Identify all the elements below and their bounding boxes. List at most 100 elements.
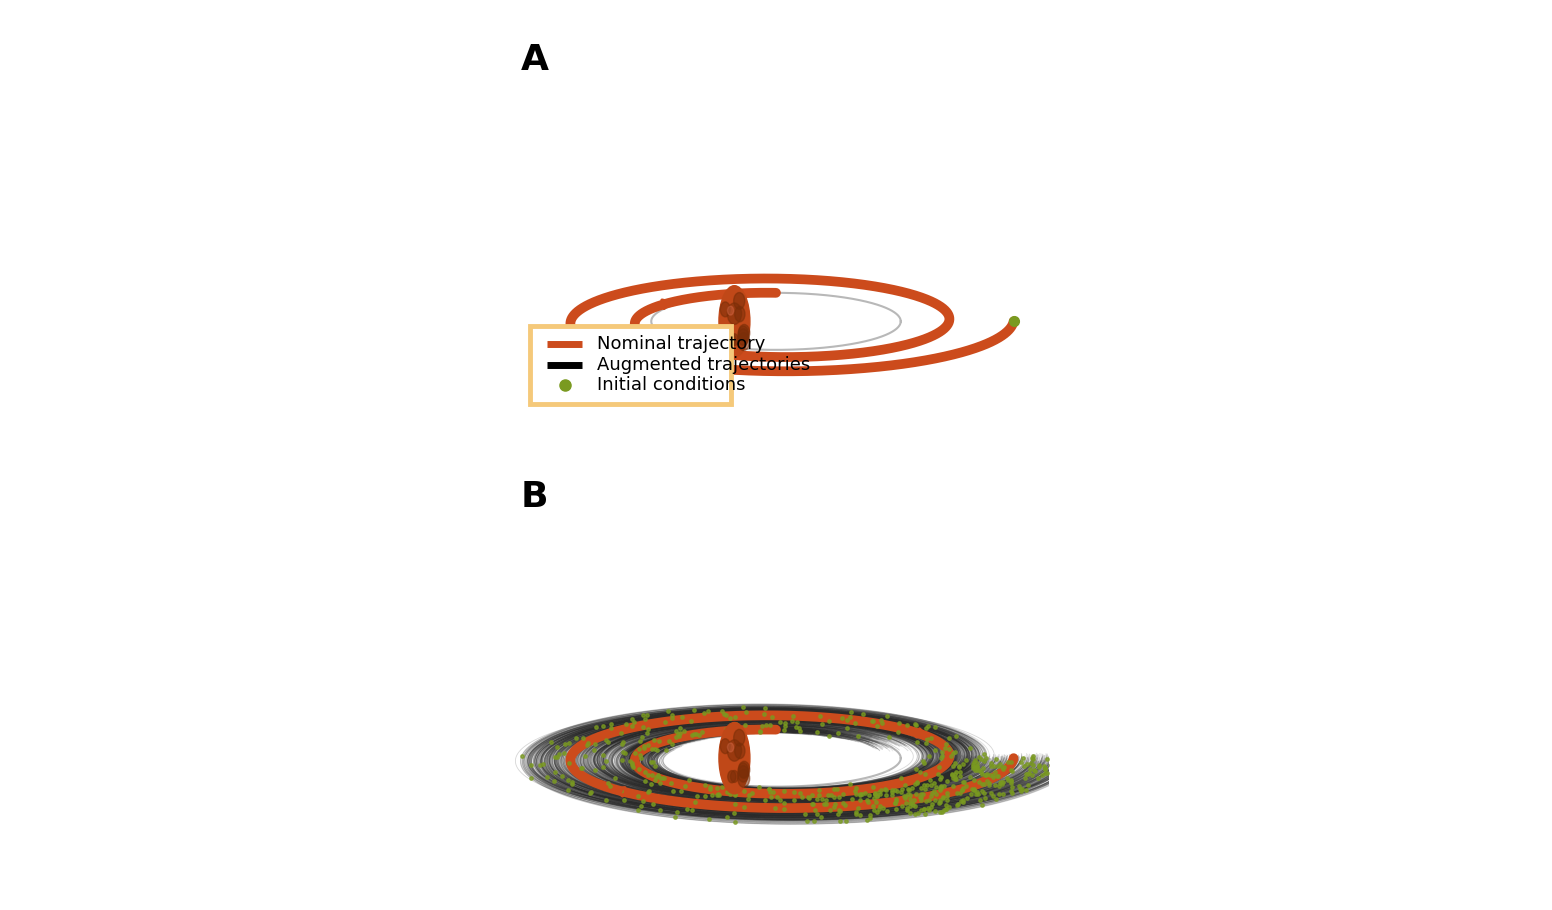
- Point: [987, 757, 1012, 772]
- Ellipse shape: [728, 743, 740, 773]
- Point: [635, 784, 660, 799]
- Point: [792, 806, 816, 821]
- Point: [545, 740, 570, 754]
- Point: [644, 770, 669, 784]
- Point: [773, 718, 798, 733]
- Point: [913, 721, 937, 735]
- Point: [947, 759, 972, 774]
- Point: [844, 807, 869, 822]
- Point: [784, 720, 809, 734]
- Point: [723, 780, 748, 794]
- Point: [804, 792, 829, 806]
- Point: [941, 771, 965, 785]
- Point: [549, 769, 574, 784]
- Ellipse shape: [725, 737, 743, 780]
- Point: [989, 776, 1013, 791]
- Point: [722, 788, 747, 803]
- Point: [944, 772, 968, 786]
- Point: [629, 729, 653, 743]
- Point: [990, 762, 1015, 776]
- Point: [807, 783, 832, 797]
- Point: [880, 784, 905, 799]
- Point: [771, 802, 796, 816]
- Point: [672, 778, 697, 793]
- Point: [902, 799, 927, 814]
- Point: [611, 794, 636, 808]
- Point: [958, 787, 982, 802]
- Point: [715, 723, 740, 738]
- Point: [961, 759, 986, 774]
- Point: [967, 763, 992, 777]
- Point: [826, 725, 850, 740]
- Point: [723, 787, 748, 802]
- Point: [838, 776, 863, 791]
- Point: [543, 749, 568, 763]
- Point: [723, 716, 748, 731]
- Point: [646, 743, 670, 757]
- Point: [937, 742, 962, 756]
- Point: [610, 745, 635, 760]
- Point: [546, 746, 571, 761]
- Point: [1013, 783, 1038, 797]
- Point: [819, 788, 844, 803]
- Point: [990, 759, 1015, 774]
- Point: [897, 792, 922, 806]
- Point: [872, 782, 897, 796]
- Point: [1031, 758, 1055, 773]
- Point: [864, 789, 889, 804]
- Point: [903, 717, 928, 732]
- Point: [647, 770, 672, 784]
- Ellipse shape: [731, 751, 737, 765]
- Point: [911, 753, 936, 768]
- Point: [933, 741, 958, 755]
- Point: [686, 728, 711, 743]
- FancyBboxPatch shape: [531, 326, 731, 404]
- Point: [629, 799, 653, 814]
- Point: [833, 798, 858, 813]
- Point: [733, 718, 757, 733]
- Point: [868, 713, 892, 727]
- Point: [809, 810, 833, 824]
- Point: [933, 802, 958, 816]
- Point: [629, 751, 653, 765]
- Point: [1010, 751, 1035, 765]
- Point: [861, 791, 886, 805]
- Point: [684, 789, 709, 804]
- Point: [801, 814, 826, 829]
- Point: [591, 760, 616, 774]
- Point: [998, 763, 1023, 777]
- Point: [909, 803, 934, 817]
- Point: [906, 805, 931, 820]
- Point: [968, 765, 993, 780]
- Point: [829, 711, 854, 725]
- Point: [1020, 749, 1044, 763]
- Point: [975, 768, 999, 783]
- Point: [619, 719, 644, 733]
- Point: [635, 708, 660, 723]
- Point: [947, 769, 972, 784]
- Ellipse shape: [729, 745, 740, 771]
- Point: [534, 770, 559, 784]
- Point: [888, 771, 913, 785]
- Point: [714, 722, 739, 736]
- Point: [998, 784, 1023, 799]
- Point: [978, 785, 1003, 800]
- Point: [706, 786, 731, 801]
- Point: [936, 731, 961, 745]
- Ellipse shape: [733, 753, 737, 763]
- Point: [866, 784, 891, 799]
- Point: [829, 814, 854, 828]
- Point: [663, 723, 688, 738]
- Ellipse shape: [726, 741, 742, 776]
- Point: [813, 793, 838, 807]
- Point: [821, 789, 846, 804]
- Point: [905, 762, 930, 776]
- Ellipse shape: [739, 763, 748, 778]
- Point: [712, 707, 737, 722]
- Point: [864, 789, 889, 804]
- Point: [987, 776, 1012, 791]
- Point: [739, 786, 764, 801]
- Point: [781, 709, 805, 723]
- Point: [944, 772, 968, 786]
- Point: [619, 756, 644, 771]
